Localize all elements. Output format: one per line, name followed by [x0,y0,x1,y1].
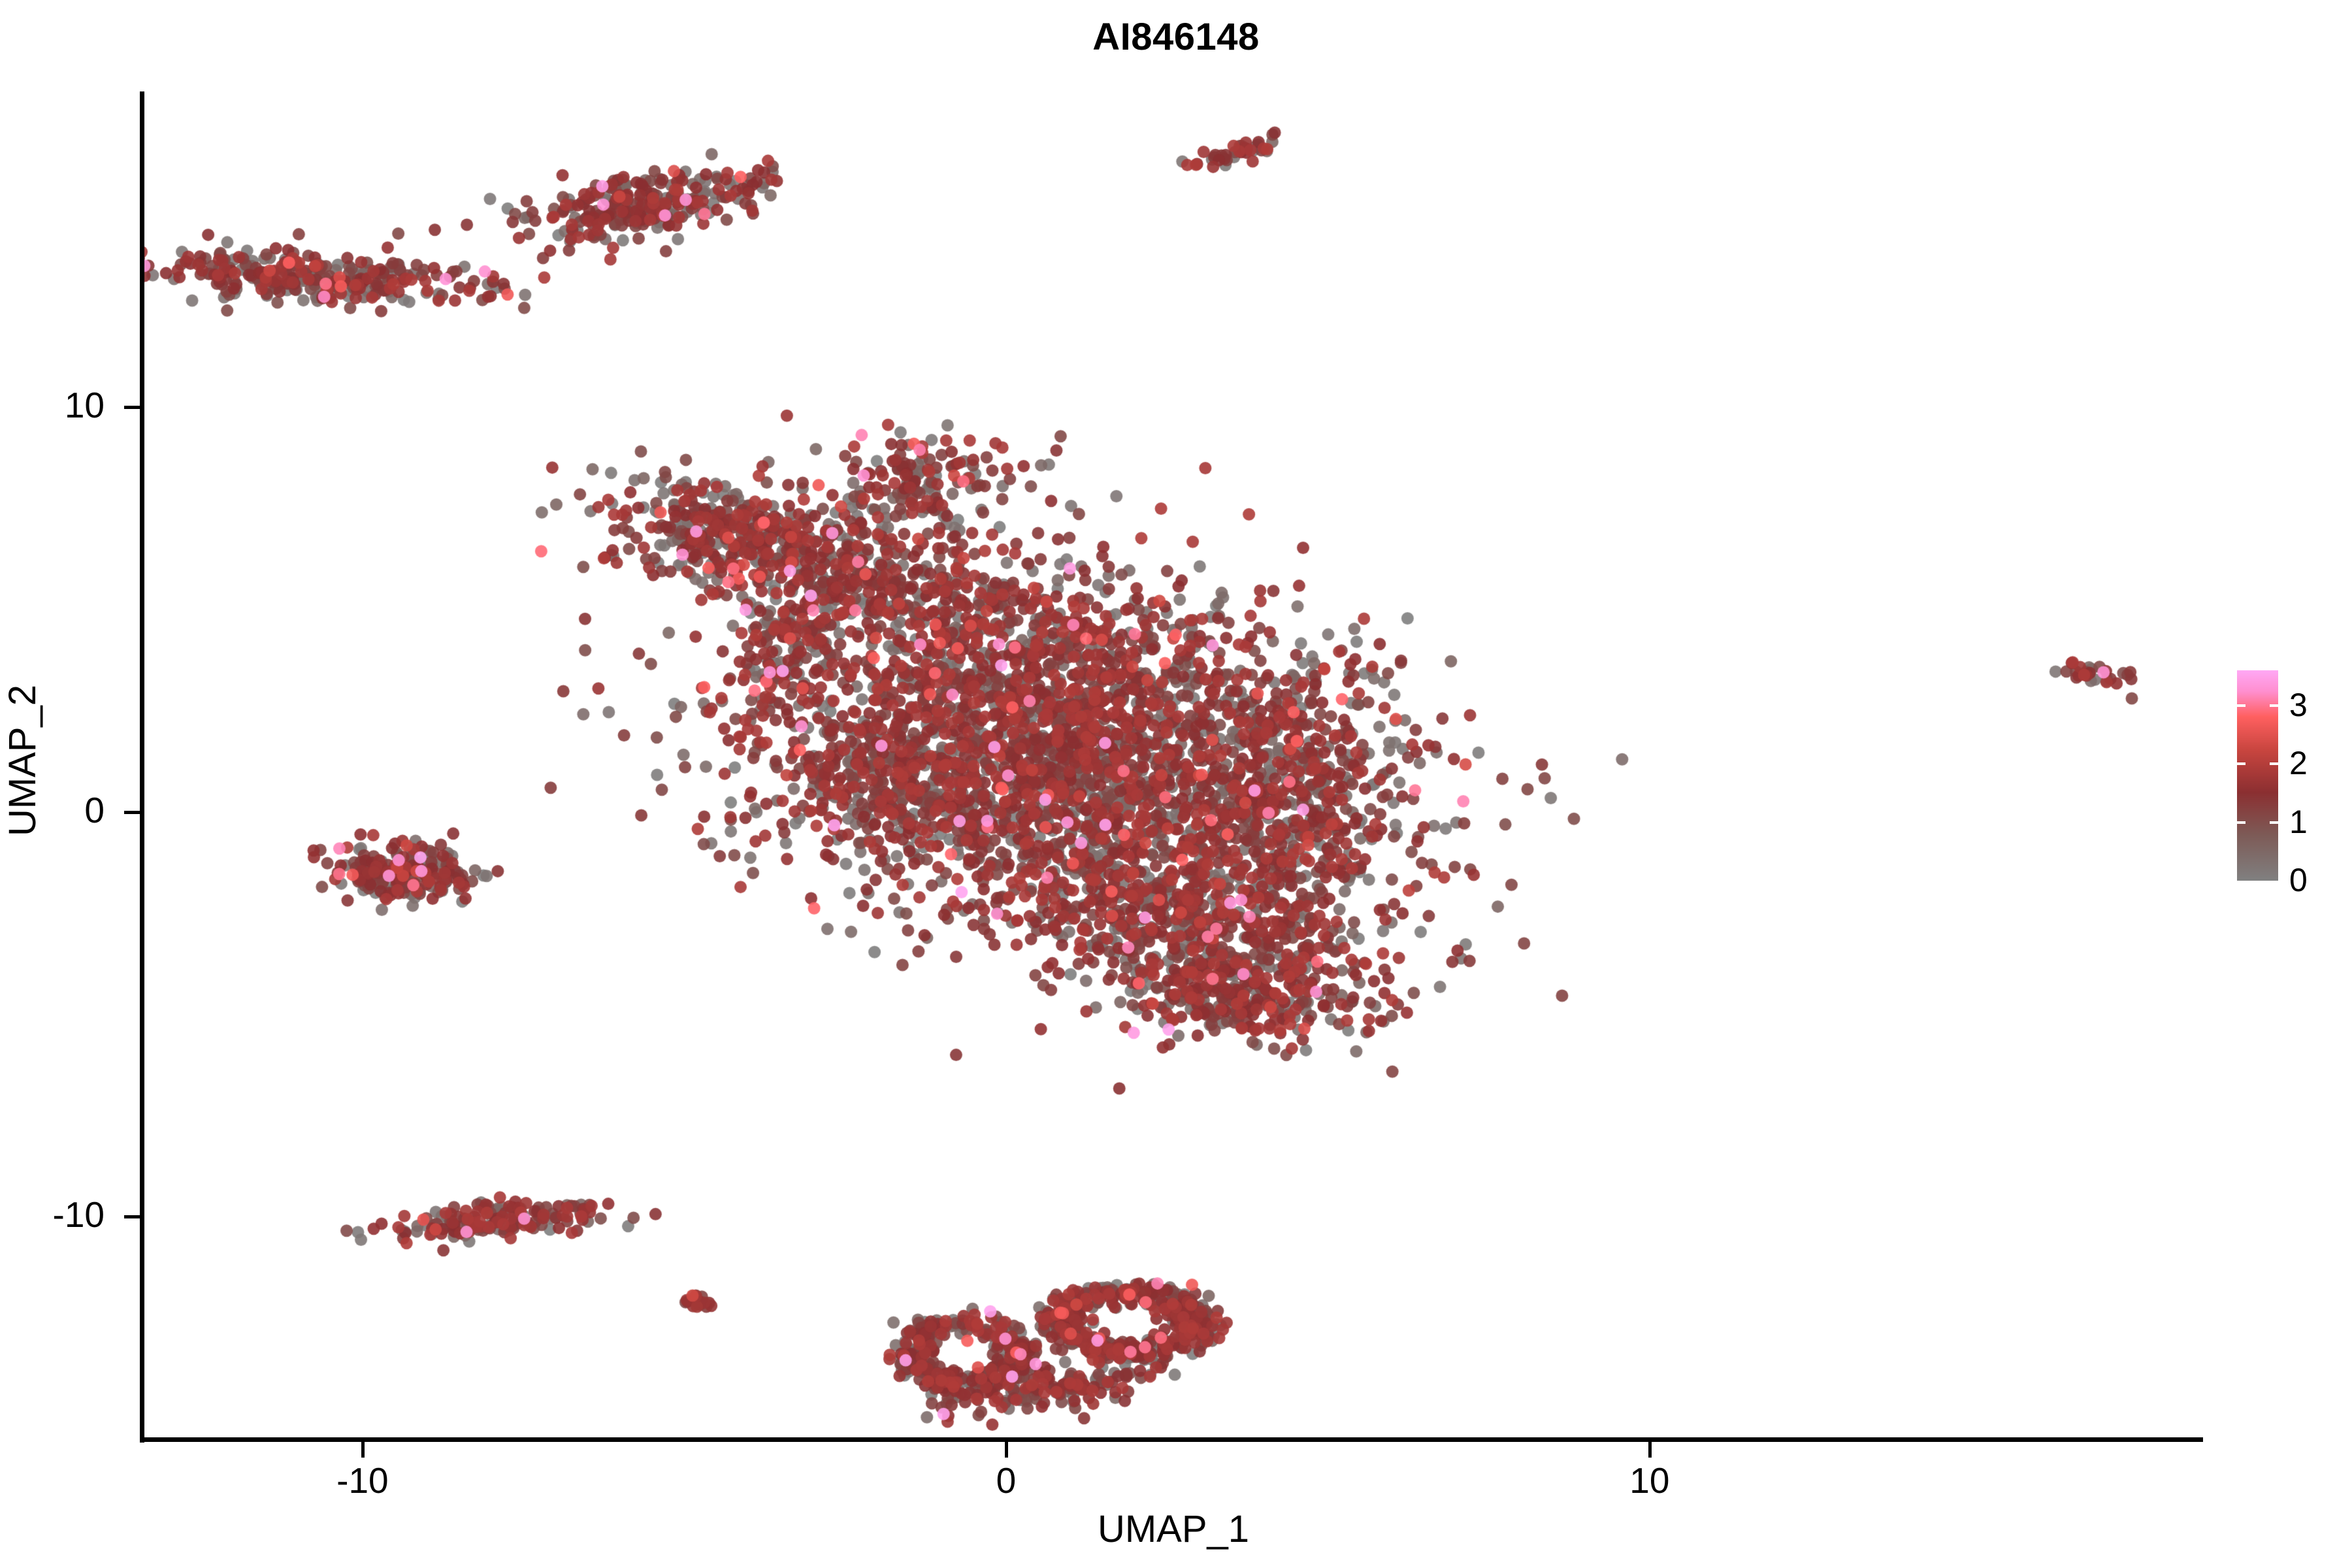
legend-label: 3 [2289,686,2308,723]
y-axis-line [140,91,144,1443]
page-title: AI846148 [1092,16,1260,58]
y-tick-label: 10 [64,385,105,426]
y-axis-title: UMAP_2 [1,684,44,837]
color-legend: 3 2 1 0 [2237,661,2348,896]
legend-label: 2 [2289,745,2308,782]
x-tick-label: 10 [1629,1460,1670,1501]
legend-label: 1 [2289,803,2308,840]
legend-tick-mark [2237,762,2246,766]
x-tick-label: 0 [996,1460,1017,1501]
legend-tick-mark [2237,821,2246,824]
x-tick-mark [1648,1442,1652,1458]
x-tick-mark [1004,1442,1008,1458]
legend-colorbar [2237,670,2278,881]
legend-tick-mark [2270,704,2278,707]
y-tick-mark [124,406,140,410]
legend-tick-mark [2237,704,2246,707]
x-tick-label: -10 [336,1460,389,1501]
legend-tick-mark [2270,821,2278,824]
x-axis-line [144,1437,2203,1442]
y-tick-mark [124,1215,140,1219]
x-tick-mark [361,1442,365,1458]
legend-label: 0 [2289,862,2308,898]
y-tick-label: 0 [84,789,105,830]
x-axis-title: UMAP_1 [1097,1508,1250,1550]
legend-tick-mark [2270,762,2278,766]
scatter-plot-canvas [144,91,2203,1439]
plot-panel [144,91,2203,1439]
y-tick-mark [124,810,140,814]
y-tick-label: -10 [52,1194,105,1235]
